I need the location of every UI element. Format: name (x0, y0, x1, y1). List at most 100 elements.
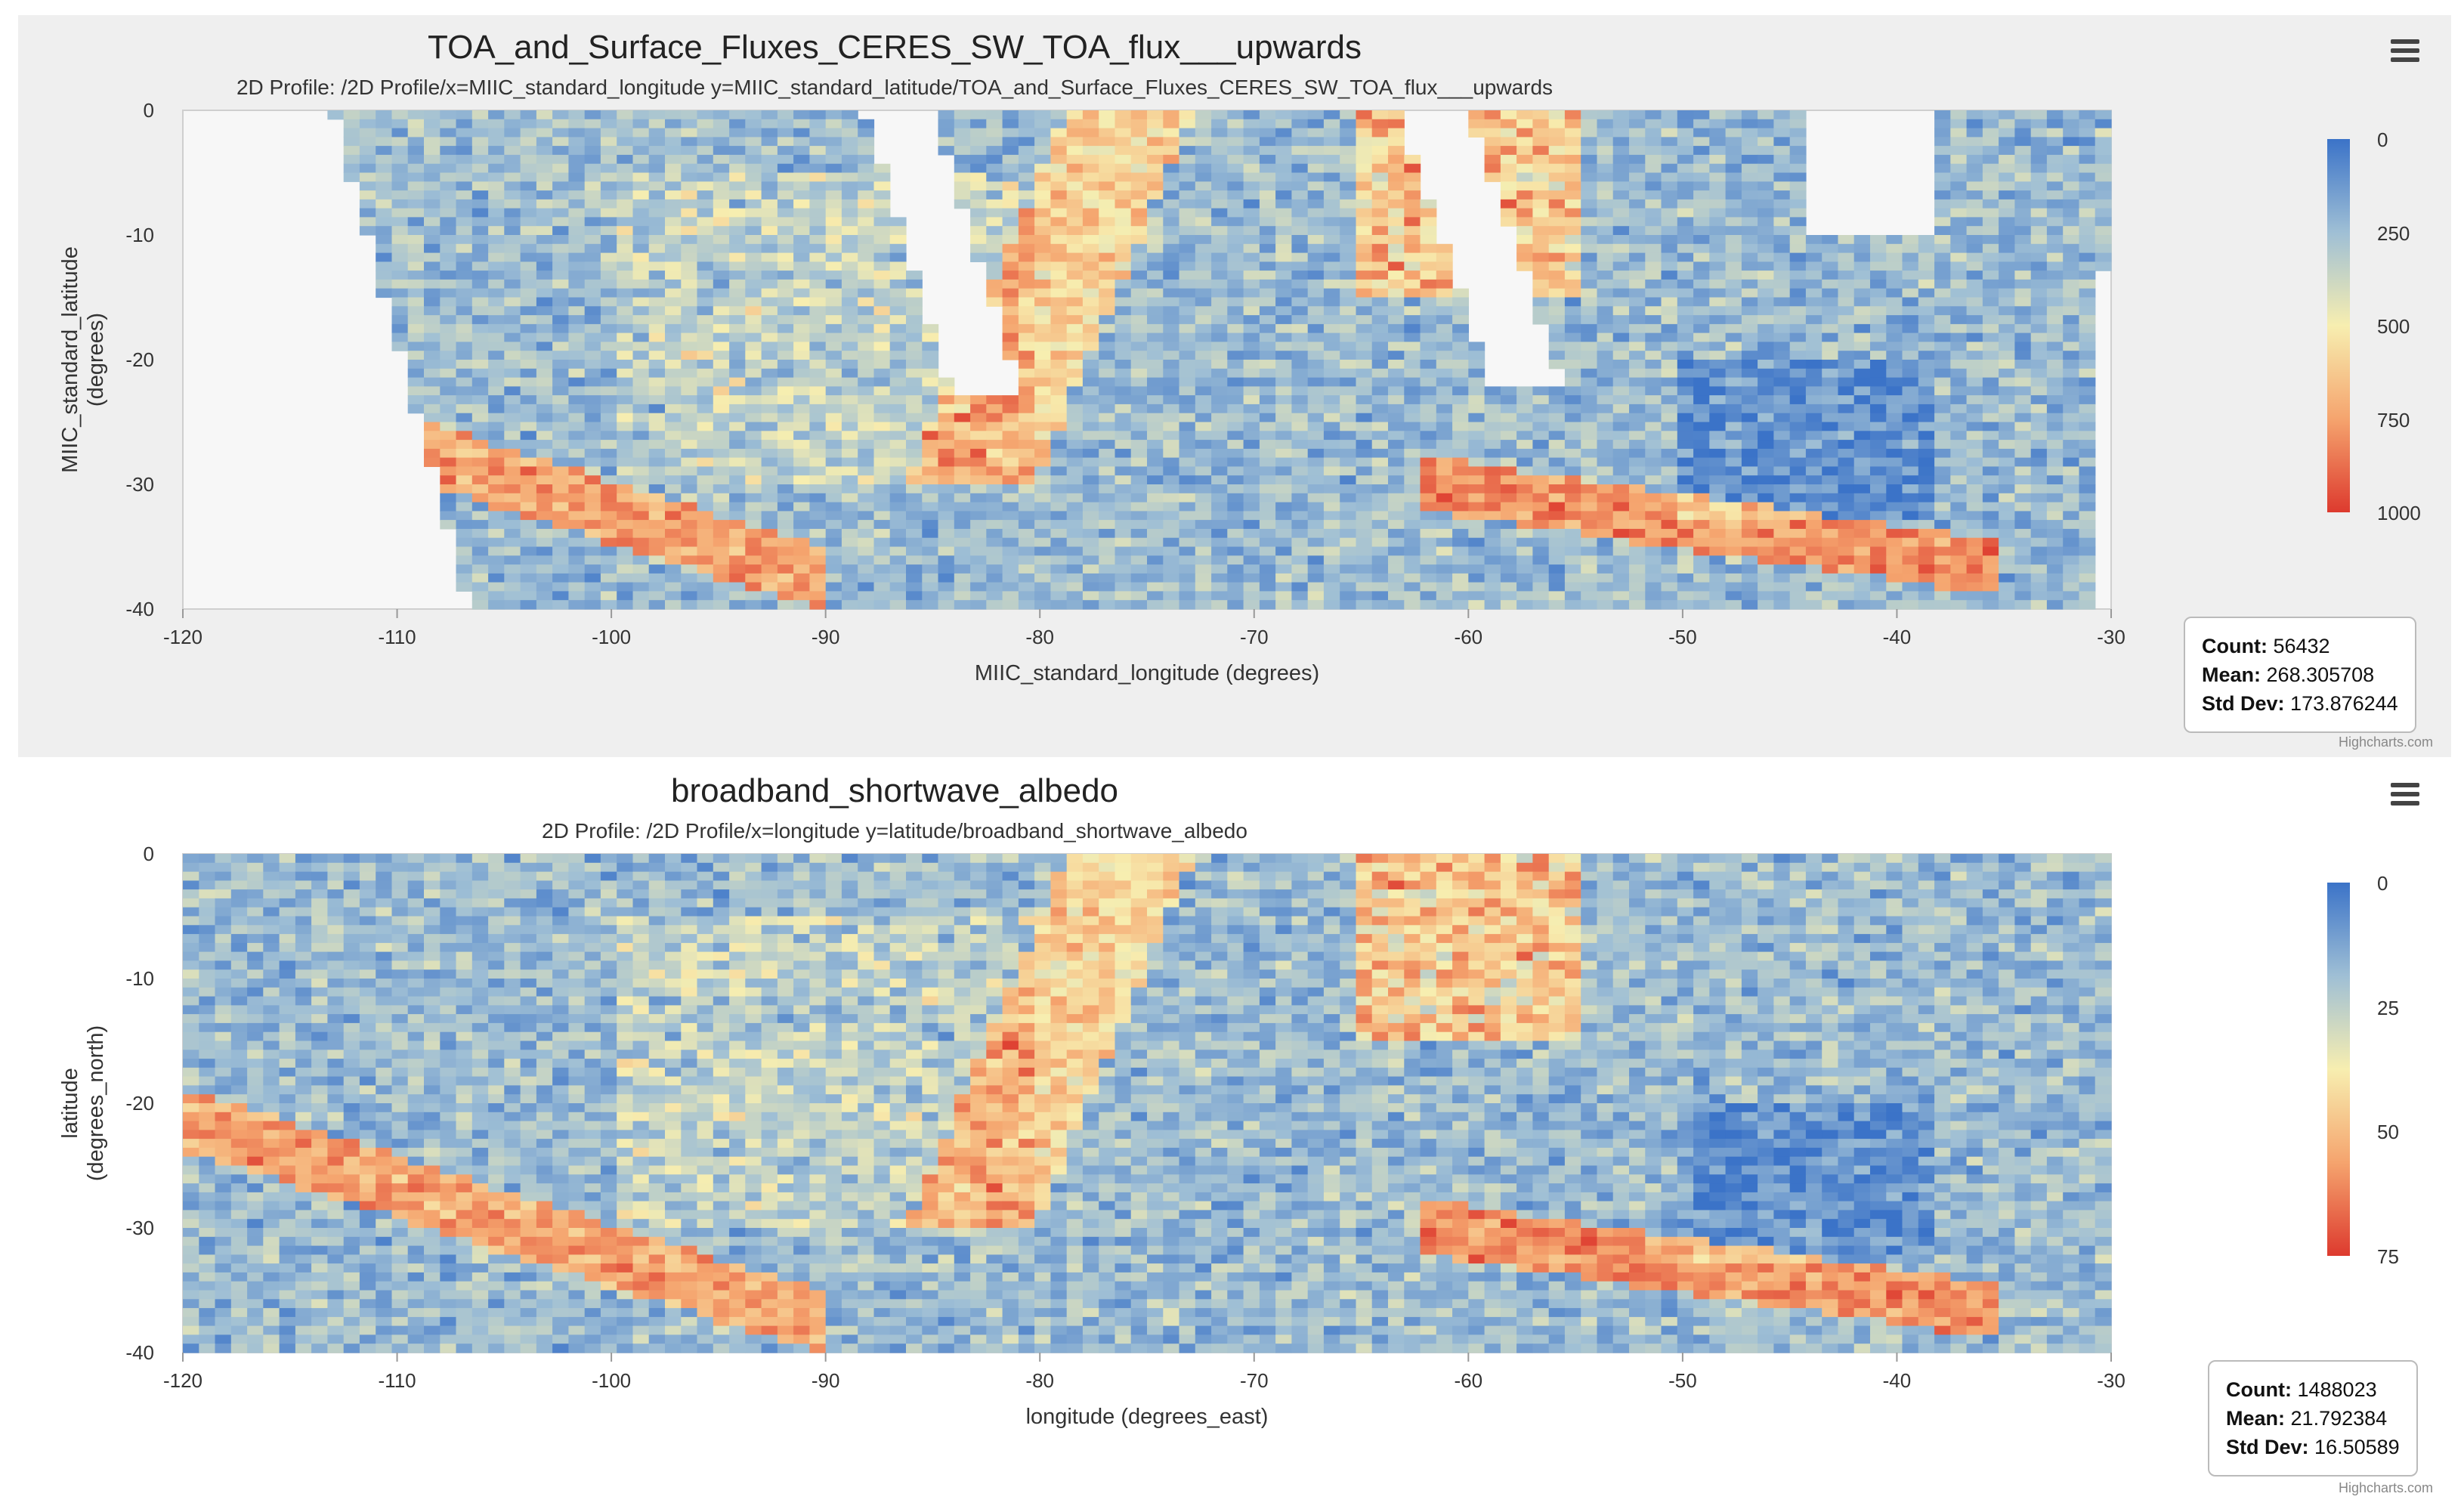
heatmap-cell (568, 279, 586, 289)
heatmap-cell (1918, 235, 1935, 245)
heatmap-cell (713, 199, 730, 209)
heatmap-cell (1741, 520, 1758, 530)
heatmap-cell (568, 440, 586, 450)
heatmap-cell (1789, 546, 1807, 556)
heatmap-cell (584, 226, 601, 236)
heatmap-cell (1356, 323, 1373, 334)
heatmap-cell (1371, 217, 1389, 227)
heatmap-cell (504, 235, 521, 245)
heatmap-cell (1484, 520, 1501, 530)
heatmap-cell (1066, 431, 1084, 441)
heatmap-cell (858, 546, 875, 556)
heatmap-cell (1886, 466, 1903, 476)
heatmap-cell (1741, 404, 1758, 414)
heatmap-cell (568, 546, 586, 556)
heatmap-cell (1452, 440, 1469, 450)
heatmap-cell (1130, 252, 1148, 262)
heatmap-cell (986, 493, 1003, 503)
heatmap-cell (2095, 181, 2112, 191)
heatmap-cell (922, 360, 939, 370)
heatmap-cell (1661, 226, 1678, 236)
heatmap-cell (906, 520, 923, 530)
heatmap-cell (1548, 154, 1566, 165)
heatmap-cell (2046, 342, 2064, 351)
heatmap-cell (1420, 404, 1437, 414)
heatmap-cell (793, 475, 810, 485)
heatmap-cell (2063, 360, 2080, 370)
heatmap-cell (648, 448, 666, 459)
heatmap-cell (1548, 146, 1566, 156)
heatmap-cell (1115, 546, 1132, 556)
heatmap-cell (440, 297, 457, 307)
heatmap-cell (665, 146, 682, 156)
heatmap-cell (648, 181, 666, 191)
heatmap-cell (1002, 323, 1019, 334)
heatmap-cell (584, 413, 601, 423)
heatmap-cell (729, 413, 746, 423)
heatmap-cell (1340, 457, 1357, 467)
heatmap-cell (986, 511, 1003, 521)
heatmap-cell (600, 351, 617, 360)
heatmap-cell (1934, 119, 1951, 129)
chart-menu-button[interactable] (2386, 35, 2424, 66)
heatmap-cell (1066, 404, 1084, 414)
heatmap-cell (681, 261, 698, 271)
heatmap-cell (1709, 146, 1727, 156)
heatmap-cell (1532, 306, 1550, 316)
heatmap-cell (1050, 252, 1068, 262)
heatmap-plot[interactable]: -120 -110 -100 -90 -80 -70 -60 -50 -40 -300-10-20… (18, 15, 2451, 757)
heatmap-cell (1693, 413, 1710, 423)
heatmap-cell (681, 457, 698, 467)
heatmap-cell (617, 332, 634, 342)
heatmap-cell (424, 252, 441, 262)
heatmap-cell (793, 323, 810, 334)
heatmap-cell (1918, 422, 1935, 431)
heatmap-cell (2063, 431, 2080, 441)
heatmap-cell (1243, 395, 1260, 405)
heatmap-cell (2079, 110, 2096, 120)
heatmap-cell (1130, 413, 1148, 423)
heatmap-cell (1259, 306, 1276, 316)
heatmap-cell (504, 351, 521, 360)
heatmap-cell (2030, 386, 2048, 396)
heatmap-cell (1773, 360, 1791, 370)
heatmap-cell (1002, 493, 1019, 503)
heatmap-cell (745, 297, 762, 307)
heatmap-cell (777, 226, 794, 236)
heatmap-cell (1050, 484, 1068, 494)
heatmap-cell (1870, 342, 1887, 351)
heatmap-cell (1982, 520, 1999, 530)
heatmap-cell (1870, 368, 1887, 379)
heatmap-cell (1629, 137, 1646, 147)
heatmap-cell (1886, 440, 1903, 450)
heatmap-cell (1259, 440, 1276, 450)
heatmap-cell (681, 226, 698, 236)
heatmap-cell (1099, 448, 1116, 459)
heatmap-cell (1982, 181, 1999, 191)
heatmap-cell (1115, 555, 1132, 565)
heatmap-cell (632, 271, 650, 280)
heatmap-cell (1709, 181, 1727, 191)
heatmap-cell (906, 404, 923, 414)
heatmap-cell (456, 511, 473, 521)
heatmap-cell (777, 351, 794, 360)
heatmap-cell (841, 395, 858, 405)
heatmap-cell (1082, 377, 1099, 387)
heatmap-cell (1066, 493, 1084, 503)
heatmap-cell (761, 190, 778, 200)
heatmap-cell (1966, 368, 1983, 379)
heatmap-cell (424, 146, 441, 156)
heatmap-cell (1452, 448, 1469, 459)
heatmap-cell (2014, 413, 2032, 423)
heatmap-cell (1645, 360, 1662, 370)
heatmap-cell (922, 404, 939, 414)
heatmap-cell (2046, 181, 2064, 191)
heatmap-cell (2046, 172, 2064, 182)
heatmap-cell (1581, 288, 1598, 298)
heatmap-cell (1099, 226, 1116, 236)
heatmap-cell (552, 332, 569, 342)
heatmap-cell (1002, 466, 1019, 476)
heatmap-cell (1243, 208, 1260, 218)
heatmap-cell (1564, 377, 1581, 387)
heatmap-cell (922, 440, 939, 450)
